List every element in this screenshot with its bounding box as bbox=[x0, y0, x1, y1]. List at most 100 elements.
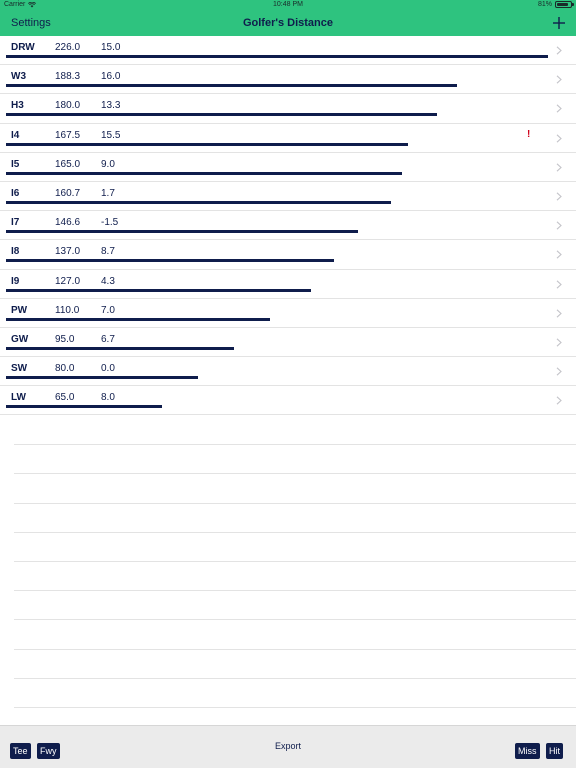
club-row[interactable]: SW 80.0 0.0 bbox=[0, 357, 576, 387]
club-row[interactable]: I8 137.0 8.7 bbox=[0, 240, 576, 270]
battery-percent: 81% bbox=[537, 1, 552, 8]
warning-indicator: ! bbox=[527, 128, 531, 140]
club-name: I9 bbox=[11, 275, 20, 287]
chevron-right-icon bbox=[556, 75, 562, 84]
distance-deviation: 1.7 bbox=[101, 187, 115, 199]
chevron-right-icon bbox=[556, 250, 562, 259]
chevron-right-icon bbox=[556, 396, 562, 405]
distance-deviation: 4.3 bbox=[101, 275, 115, 287]
average-distance: 146.6 bbox=[55, 217, 81, 229]
average-distance: 127.0 bbox=[55, 275, 81, 287]
fwy-button[interactable]: Fwy bbox=[37, 743, 60, 759]
hit-button[interactable]: Hit bbox=[546, 743, 563, 759]
club-row[interactable]: LW 65.0 8.0 bbox=[0, 386, 576, 416]
average-distance: 110.0 bbox=[55, 304, 80, 316]
distance-bar bbox=[6, 259, 335, 263]
distance-bar bbox=[6, 113, 438, 117]
distance-bar bbox=[6, 288, 311, 292]
empty-list-area bbox=[14, 416, 576, 708]
battery-icon bbox=[555, 1, 574, 8]
export-button[interactable]: Export bbox=[274, 741, 301, 751]
chevron-right-icon bbox=[556, 192, 562, 201]
empty-row bbox=[14, 562, 576, 592]
club-name: PW bbox=[11, 304, 28, 316]
average-distance: 165.0 bbox=[55, 158, 81, 170]
club-name: GW bbox=[11, 333, 29, 345]
battery-fill bbox=[557, 3, 568, 6]
bottom-toolbar: Tee Fwy Export Miss Hit bbox=[0, 725, 576, 768]
average-distance: 180.0 bbox=[55, 100, 81, 112]
distance-bar bbox=[6, 376, 198, 380]
chevron-right-icon bbox=[556, 338, 562, 347]
club-name: W3 bbox=[11, 71, 26, 83]
empty-row bbox=[14, 504, 576, 533]
settings-button[interactable]: Settings bbox=[11, 17, 51, 29]
tee-button[interactable]: Tee bbox=[10, 743, 31, 759]
club-name: DRW bbox=[11, 42, 35, 53]
distance-bar bbox=[6, 200, 392, 204]
page-title: Golfer's Distance bbox=[242, 17, 334, 29]
distance-deviation: 15.5 bbox=[101, 129, 121, 141]
empty-row bbox=[14, 533, 576, 562]
club-name: I5 bbox=[11, 158, 20, 170]
distance-deviation: 15.0 bbox=[101, 42, 121, 53]
club-list: DRW 226.0 15.0 W3 188.3 16.0 H3 180.0 13.3 I4 167.… bbox=[0, 36, 576, 416]
empty-row bbox=[14, 679, 576, 708]
chevron-right-icon bbox=[556, 221, 562, 230]
club-name: I8 bbox=[11, 246, 20, 258]
club-row[interactable]: I5 165.0 9.0 bbox=[0, 153, 576, 182]
empty-row bbox=[14, 474, 576, 504]
status-time: 10:48 PM bbox=[273, 1, 303, 8]
empty-row bbox=[14, 650, 576, 679]
average-distance: 160.7 bbox=[55, 187, 81, 199]
average-distance: 226.0 bbox=[55, 42, 81, 53]
average-distance: 137.0 bbox=[55, 246, 81, 258]
distance-deviation: -1.5 bbox=[101, 217, 119, 229]
distance-bar bbox=[6, 230, 358, 234]
chevron-right-icon bbox=[556, 46, 562, 55]
club-name: H3 bbox=[11, 100, 24, 112]
empty-row bbox=[14, 445, 576, 475]
distance-deviation: 8.7 bbox=[101, 246, 115, 258]
distance-bar bbox=[6, 171, 402, 175]
club-name: I6 bbox=[11, 187, 20, 199]
distance-bar bbox=[6, 142, 408, 146]
club-row[interactable]: I7 146.6 -1.5 bbox=[0, 211, 576, 241]
add-button[interactable] bbox=[552, 16, 566, 30]
distance-deviation: 8.0 bbox=[101, 392, 115, 404]
carrier-label: Carrier bbox=[4, 1, 26, 8]
status-bar: Carrier 10:48 PM 81% bbox=[0, 0, 576, 12]
chevron-right-icon bbox=[556, 279, 562, 289]
distance-bar bbox=[6, 84, 458, 88]
miss-button[interactable]: Miss bbox=[515, 743, 540, 759]
club-row[interactable]: I9 127.0 4.3 bbox=[0, 270, 576, 299]
club-name: I7 bbox=[11, 217, 20, 229]
club-name: SW bbox=[11, 363, 28, 375]
club-row[interactable]: I4 167.5 15.5! bbox=[0, 124, 576, 153]
average-distance: 80.0 bbox=[55, 363, 75, 375]
club-row[interactable]: I6 160.7 1.7 bbox=[0, 182, 576, 212]
club-row[interactable]: GW 95.0 6.7 bbox=[0, 328, 576, 358]
distance-deviation: 16.0 bbox=[101, 71, 121, 83]
club-row[interactable]: PW 110.0 7.0 bbox=[0, 299, 576, 328]
distance-deviation: 7.0 bbox=[101, 304, 115, 316]
club-row[interactable]: DRW 226.0 15.0 bbox=[0, 36, 576, 66]
chevron-right-icon bbox=[556, 309, 562, 318]
battery-group: 81% bbox=[537, 1, 574, 8]
distance-bar bbox=[6, 405, 163, 409]
chevron-right-icon bbox=[556, 133, 562, 143]
navigation-bar: Settings Golfer's Distance bbox=[0, 12, 576, 36]
club-row[interactable]: W3 188.3 16.0 bbox=[0, 65, 576, 95]
distance-bar bbox=[6, 55, 548, 58]
club-row[interactable]: H3 180.0 13.3 bbox=[0, 94, 576, 124]
average-distance: 167.5 bbox=[55, 129, 81, 141]
wifi-icon bbox=[28, 1, 37, 7]
average-distance: 65.0 bbox=[55, 392, 75, 404]
empty-row bbox=[14, 591, 576, 621]
distance-deviation: 6.7 bbox=[101, 333, 115, 345]
chevron-right-icon bbox=[556, 163, 562, 172]
average-distance: 188.3 bbox=[55, 71, 81, 83]
average-distance: 95.0 bbox=[55, 333, 75, 345]
empty-row bbox=[14, 620, 576, 650]
chevron-right-icon bbox=[556, 104, 562, 113]
